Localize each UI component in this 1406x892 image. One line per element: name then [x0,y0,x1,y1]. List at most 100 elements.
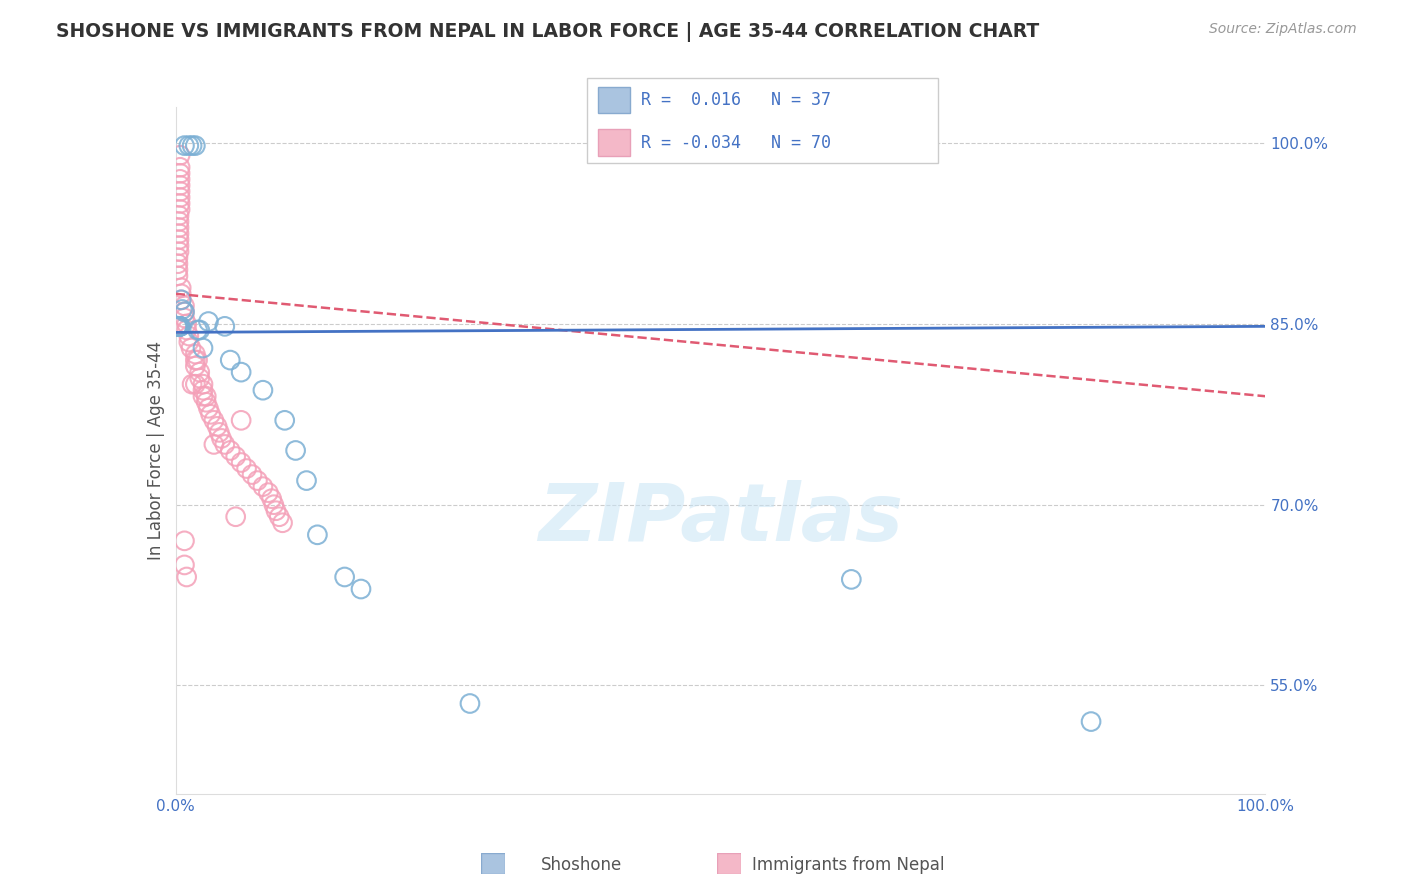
Text: Immigrants from Nepal: Immigrants from Nepal [752,856,945,874]
Point [169,148,191,162]
Text: Source: ZipAtlas.com: Source: ZipAtlas.com [1209,22,1357,37]
Point [208,425,231,440]
Point [231,456,253,470]
Point [257,485,280,500]
Point [177,138,200,153]
Point [170,286,193,301]
Point [235,461,257,475]
Point [167,227,190,241]
Point [167,319,190,334]
Point [167,238,190,252]
Point [214,319,236,334]
Point [173,310,195,325]
Point [167,319,190,334]
Point [172,302,194,317]
Point [333,570,356,584]
Point [200,407,222,421]
Text: Shoshone: Shoshone [541,856,623,874]
Point [169,172,191,186]
FancyBboxPatch shape [481,853,505,874]
Point [167,214,190,228]
Point [167,262,190,277]
Point [169,178,191,193]
Point [260,491,283,506]
Point [167,233,190,247]
Point [191,341,214,355]
Point [191,389,214,403]
Point [170,293,193,307]
Point [169,185,191,199]
Text: R = -0.034   N = 70: R = -0.034 N = 70 [641,134,831,152]
Point [169,319,191,334]
Point [225,509,247,524]
Point [252,480,274,494]
Point [211,431,233,445]
Point [263,498,285,512]
FancyBboxPatch shape [598,87,630,113]
Point [169,166,191,180]
Point [181,377,204,392]
Point [167,209,190,223]
Point [181,138,204,153]
Point [169,190,191,204]
Point [841,573,863,587]
Point [219,443,242,458]
Point [205,419,228,434]
Point [195,395,218,409]
FancyBboxPatch shape [717,853,741,874]
Point [173,138,195,153]
Point [169,319,191,334]
Point [173,305,195,319]
Point [170,281,193,295]
Point [173,305,195,319]
Point [167,244,190,259]
Point [231,413,253,427]
Text: SHOSHONE VS IMMIGRANTS FROM NEPAL IN LABOR FORCE | AGE 35-44 CORRELATION CHART: SHOSHONE VS IMMIGRANTS FROM NEPAL IN LAB… [56,22,1039,42]
Point [184,353,207,368]
Point [188,323,211,337]
Point [307,528,329,542]
Text: ZIPatlas: ZIPatlas [538,480,903,558]
Point [167,268,190,283]
Point [170,293,193,307]
Point [167,220,190,235]
Point [188,365,211,379]
Point [167,319,190,334]
Point [197,314,219,328]
Point [195,389,218,403]
Point [169,196,191,211]
Point [167,251,190,265]
Point [191,383,214,397]
Point [458,697,481,711]
Y-axis label: In Labor Force | Age 35-44: In Labor Force | Age 35-44 [146,341,165,560]
Point [177,329,200,343]
Point [284,443,307,458]
Point [176,317,198,331]
Point [202,437,225,451]
Point [225,450,247,464]
Point [167,319,190,334]
Point [177,334,200,349]
Point [186,323,209,337]
Point [219,353,242,368]
Point [186,353,209,368]
Point [167,257,190,271]
Text: R =  0.016   N = 37: R = 0.016 N = 37 [641,91,831,109]
Point [173,558,195,572]
Point [191,377,214,392]
Point [169,161,191,175]
Point [167,319,190,334]
Point [269,509,291,524]
Point [246,474,269,488]
Point [167,319,190,334]
Point [214,437,236,451]
Point [295,474,318,488]
FancyBboxPatch shape [598,129,630,156]
Point [252,383,274,397]
Point [271,516,294,530]
Point [350,582,373,596]
Point [184,347,207,361]
Point [188,371,211,385]
Point [184,377,207,392]
Point [1080,714,1102,729]
